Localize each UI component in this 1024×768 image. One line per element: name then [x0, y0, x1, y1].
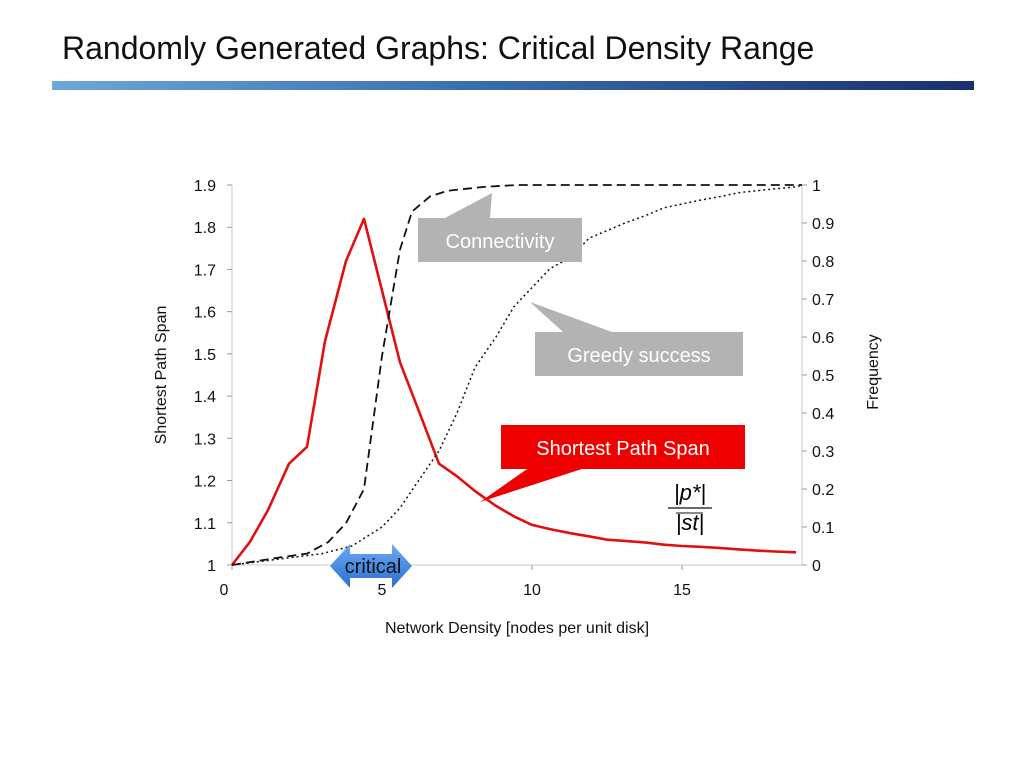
- x-tick-label: 0: [220, 582, 229, 599]
- critical-double-arrow: [330, 544, 412, 588]
- formula-denominator: |st|: [676, 510, 705, 535]
- title-divider-bar: [52, 81, 974, 90]
- x-tick-label: 10: [523, 582, 541, 599]
- y-left-tick-label: 1.2: [194, 474, 216, 491]
- critical-label: critical: [345, 556, 402, 578]
- greedy-callout: Greedy success: [530, 302, 743, 376]
- connectivity-callout: Connectivity: [418, 193, 582, 262]
- y-left-tick-label: 1.4: [194, 389, 216, 406]
- y-left-axis-label: Shortest Path Span: [153, 306, 170, 445]
- slide-title: Randomly Generated Graphs: Critical Dens…: [62, 30, 815, 66]
- span-callout-pointer: [480, 467, 588, 502]
- formula-numerator: |p*|: [674, 480, 706, 505]
- y-right-tick-label: 0.9: [812, 216, 834, 233]
- y-right-tick-label: 0.2: [812, 482, 834, 499]
- y-left-tick-label: 1: [207, 558, 216, 575]
- y-left-tick-label: 1.5: [194, 347, 216, 364]
- greedy-success-line: [231, 184, 803, 566]
- span-callout: Shortest Path Span: [480, 425, 745, 502]
- y-right-tick-label: 0.1: [812, 520, 834, 537]
- y-left-tick-label: 1.1: [194, 516, 216, 533]
- chart-series: [230, 184, 803, 566]
- connectivity-callout-label: Connectivity: [446, 231, 555, 253]
- span-formula: |p*| |st|: [668, 480, 712, 535]
- y-right-tick-label: 0.3: [812, 444, 834, 461]
- greedy-callout-label: Greedy success: [567, 345, 710, 367]
- y-left-tick-label: 1.3: [194, 431, 216, 448]
- critical-range-marker: critical: [330, 544, 412, 588]
- y-left-tick-label: 1.8: [194, 220, 216, 237]
- y-right-axis-label: Frequency: [865, 334, 882, 410]
- span-callout-box: [501, 425, 745, 469]
- y-right-tick-label: 0.6: [812, 330, 834, 347]
- connectivity-callout-box: [418, 218, 582, 262]
- shortest-path-span-line: [230, 217, 797, 566]
- y-left-tick-label: 1.9: [194, 178, 216, 195]
- connectivity-line: [231, 184, 802, 566]
- y-right-tick-label: 0.8: [812, 254, 834, 271]
- x-axis-label: Network Density [nodes per unit disk]: [385, 620, 649, 637]
- x-tick-label: 5: [378, 582, 387, 599]
- greedy-callout-box: [535, 332, 743, 376]
- y-right-tick-label: 0.4: [812, 406, 834, 423]
- span-callout-label: Shortest Path Span: [536, 438, 709, 460]
- y-right-tick-label: 0.7: [812, 292, 834, 309]
- connectivity-callout-pointer: [445, 193, 492, 218]
- y-left-tick-label: 1.7: [194, 262, 216, 279]
- y-right-tick-label: 0: [812, 558, 821, 575]
- chart-axes: 1 1.1 1.2 1.3 1.4 1.5 1.6 1.7 1.8 1.9 0 0.1 0.2 0.3 0.…: [153, 178, 882, 637]
- greedy-callout-pointer: [530, 302, 612, 332]
- y-right-tick-label: 1: [812, 178, 821, 195]
- y-left-tick-label: 1.6: [194, 305, 216, 322]
- y-right-tick-label: 0.5: [812, 368, 834, 385]
- x-tick-label: 15: [673, 582, 691, 599]
